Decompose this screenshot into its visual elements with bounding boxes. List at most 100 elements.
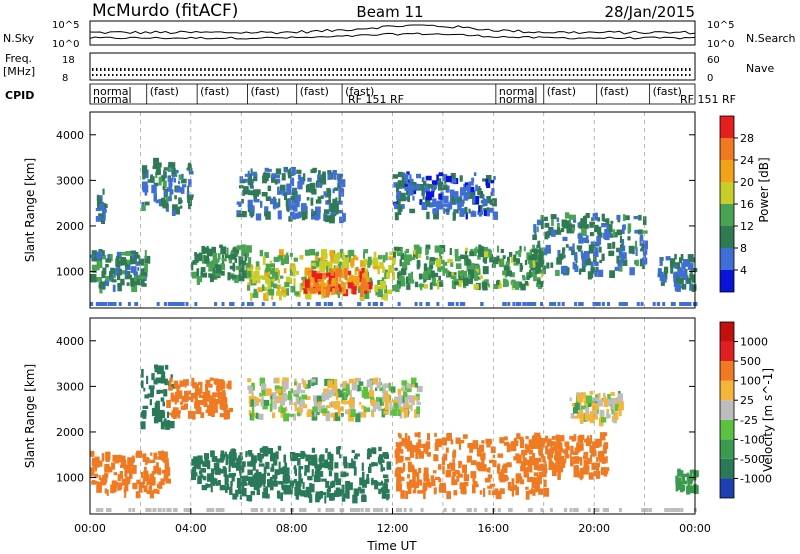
echo-cell — [158, 176, 162, 186]
echo-cell — [540, 281, 544, 288]
echo-cell — [297, 408, 303, 413]
echo-cell — [618, 266, 623, 272]
echo-cell — [188, 205, 191, 210]
echo-cell — [373, 462, 378, 467]
freq-mark — [444, 68, 447, 71]
echo-cell — [579, 393, 584, 403]
echo-cell — [473, 172, 477, 176]
echo-cell — [263, 399, 270, 406]
echo-cell — [518, 302, 522, 306]
echo-cell — [290, 484, 294, 489]
colorbar-tick-label: 500 — [740, 355, 761, 368]
echo-cell — [250, 508, 254, 512]
echo-cell — [408, 279, 415, 284]
echo-cell — [265, 493, 270, 499]
echo-cell — [277, 278, 280, 284]
echo-cell — [565, 244, 569, 248]
echo-cell — [538, 488, 544, 495]
nave-mark — [604, 74, 607, 76]
echo-cell — [596, 508, 600, 512]
echo-cell — [116, 260, 121, 268]
echo-cell — [472, 210, 475, 216]
echo-cell — [101, 453, 105, 462]
nave-mark — [424, 74, 427, 76]
echo-cell — [247, 450, 251, 455]
echo-cell — [91, 264, 97, 273]
echo-cell — [201, 255, 206, 264]
echo-cell — [315, 275, 318, 283]
noise-search-series — [89, 32, 696, 40]
echo-cell — [304, 383, 310, 389]
echo-cell — [221, 263, 226, 271]
echo-cell — [571, 436, 575, 442]
echo-cell — [334, 412, 341, 422]
colorbar-frame — [719, 321, 735, 499]
echo-cell — [367, 256, 372, 266]
echo-cell — [307, 475, 313, 481]
echo-cell — [125, 267, 128, 277]
echo-cell — [502, 302, 506, 306]
echo-cell — [585, 213, 590, 219]
echo-cell — [300, 478, 304, 484]
echo-cell — [622, 259, 628, 266]
echo-cell — [298, 473, 302, 483]
echo-cell — [383, 383, 389, 389]
echo-cell — [515, 440, 519, 447]
echo-cell — [676, 283, 681, 292]
colorbar-swatch — [720, 361, 734, 381]
echo-cell — [634, 240, 638, 250]
echo-cell — [478, 249, 484, 257]
echo-cell — [174, 206, 180, 215]
echo-cell — [562, 449, 568, 454]
echo-cell — [317, 289, 321, 295]
echo-cell — [622, 214, 626, 222]
nave-mark — [184, 74, 186, 76]
echo-cell — [253, 189, 260, 197]
echo-cell — [316, 182, 323, 187]
echo-cell — [398, 275, 405, 281]
echo-cell — [496, 465, 500, 474]
echo-cell — [156, 162, 162, 168]
echo-cell — [641, 243, 644, 251]
echo-cell — [519, 439, 525, 449]
echo-cell — [593, 248, 599, 257]
y-tick-label: 2000 — [56, 220, 84, 233]
echo-cell — [102, 188, 105, 195]
echo-cell — [380, 508, 383, 512]
echo-cell — [527, 508, 531, 512]
echo-cell — [209, 377, 214, 381]
echo-cell — [149, 459, 156, 463]
velocity-colorbar-label: Velocity [m s^-1] — [761, 368, 775, 472]
echo-cell — [333, 273, 339, 282]
echo-cell — [414, 281, 419, 288]
echo-cell — [311, 210, 317, 220]
echo-cell — [534, 231, 537, 235]
echo-cell — [583, 262, 586, 271]
echo-cell — [397, 180, 403, 188]
echo-cell — [329, 494, 335, 501]
nave-mark — [136, 74, 138, 76]
echo-cell — [268, 267, 272, 272]
echo-cell — [337, 493, 342, 497]
echo-cell — [562, 248, 565, 255]
echo-cell — [156, 389, 160, 395]
echo-cell — [682, 302, 686, 306]
echo-cell — [586, 235, 589, 244]
echo-cell — [488, 249, 492, 258]
echo-cell — [219, 244, 223, 248]
echo-cell — [533, 438, 540, 448]
echo-cell — [206, 245, 209, 253]
echo-cell — [398, 395, 403, 405]
echo-cell — [438, 193, 443, 200]
echo-cell — [265, 172, 269, 182]
echo-cell — [598, 246, 602, 253]
echo-cell — [361, 462, 364, 471]
echo-cell — [585, 465, 589, 472]
echo-cell — [434, 443, 439, 451]
echo-cell — [124, 483, 129, 492]
echo-cell — [277, 285, 280, 293]
echo-cell — [608, 399, 613, 405]
echo-cell — [353, 466, 357, 476]
echo-cell — [236, 477, 240, 487]
echo-cell — [156, 400, 160, 410]
